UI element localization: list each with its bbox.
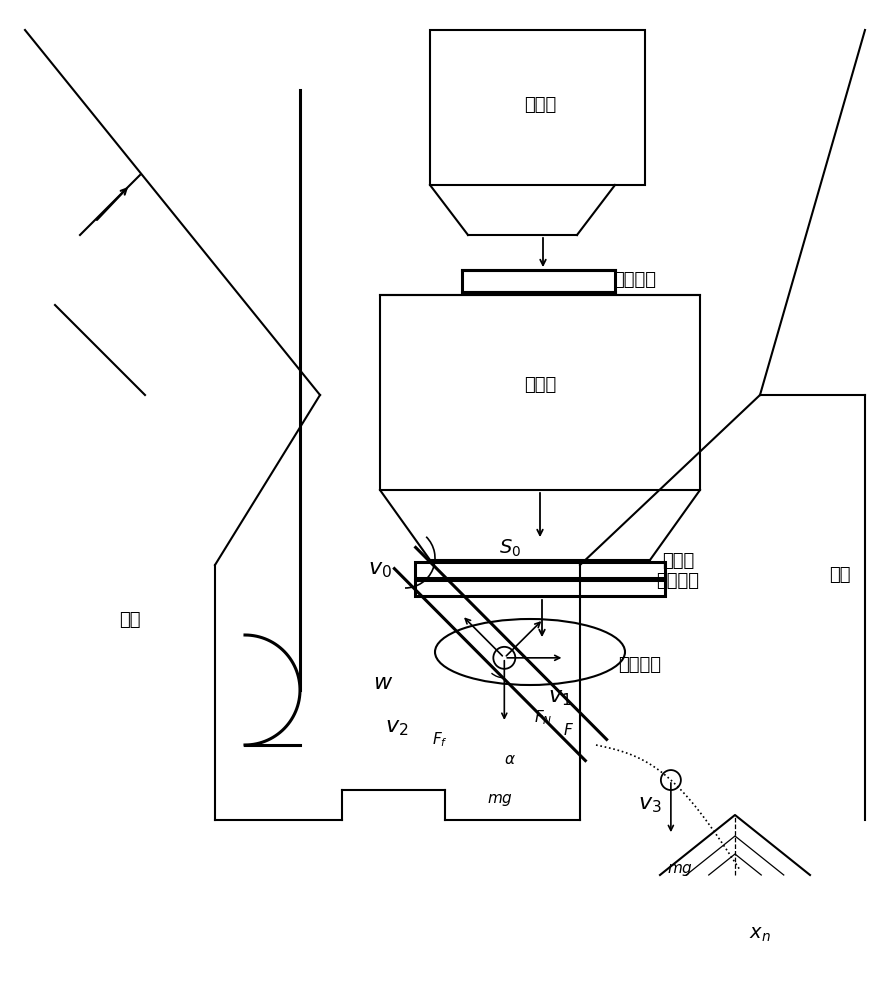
Text: $S_0$: $S_0$ xyxy=(499,537,521,559)
Text: $F$: $F$ xyxy=(563,722,573,738)
Text: 下料罐: 下料罐 xyxy=(524,376,556,394)
Bar xyxy=(415,580,665,596)
Text: $mg$: $mg$ xyxy=(667,862,693,878)
Text: 节流阀
下密封阀: 节流阀 下密封阀 xyxy=(656,552,699,590)
Text: $\mathit{w}$: $\mathit{w}$ xyxy=(372,673,393,693)
Text: $\mathit{v}_0$: $\mathit{v}_0$ xyxy=(368,560,392,580)
Text: 探尺: 探尺 xyxy=(120,611,141,629)
Text: $\mathit{v}_3$: $\mathit{v}_3$ xyxy=(638,795,662,815)
Text: $\mathit{v}_1$: $\mathit{v}_1$ xyxy=(548,688,572,708)
Text: $\alpha$: $\alpha$ xyxy=(504,752,516,768)
Bar xyxy=(415,562,665,578)
Text: 炉喉: 炉喉 xyxy=(830,566,851,584)
Bar xyxy=(430,30,645,185)
Text: 上料罐: 上料罐 xyxy=(524,96,556,114)
Text: $x_n$: $x_n$ xyxy=(749,926,771,944)
Text: $\mathit{v}_2$: $\mathit{v}_2$ xyxy=(385,718,408,738)
Text: 上密封阀: 上密封阀 xyxy=(613,271,656,289)
Text: $mg$: $mg$ xyxy=(487,792,513,808)
Bar xyxy=(462,270,615,292)
Text: $F_f$: $F_f$ xyxy=(432,731,448,749)
Text: $F_N$: $F_N$ xyxy=(534,709,552,727)
Bar xyxy=(380,295,700,490)
Text: 中心喉管: 中心喉管 xyxy=(619,656,662,674)
